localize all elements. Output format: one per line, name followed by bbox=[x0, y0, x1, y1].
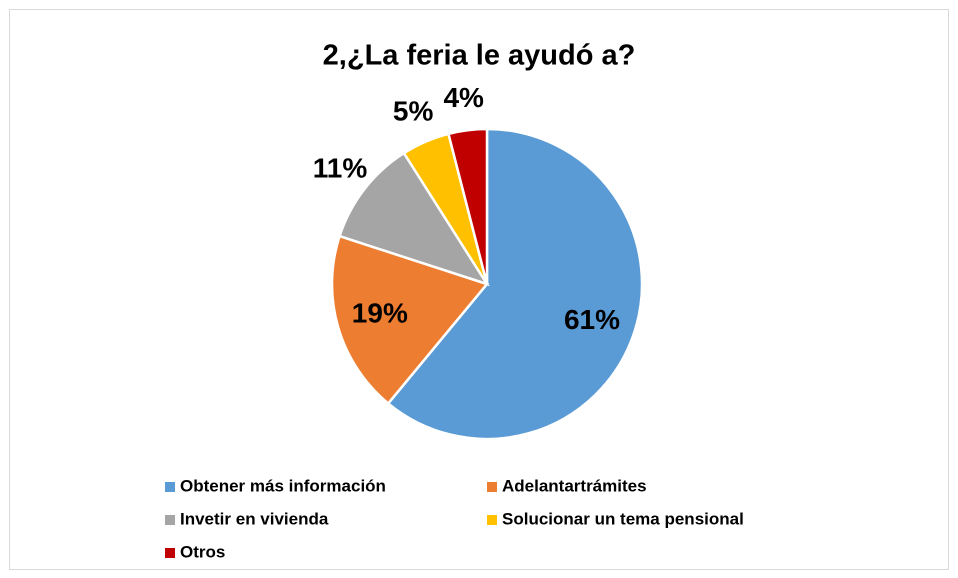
pie-slice bbox=[338, 151, 490, 287]
data-label: 11% bbox=[313, 152, 368, 183]
legend-swatch bbox=[165, 548, 175, 558]
legend-label: Adelantartrámites bbox=[502, 476, 647, 495]
data-label: 5% bbox=[393, 96, 434, 127]
data-label: 4% bbox=[443, 82, 484, 113]
legend-label: Obtener más información bbox=[180, 476, 386, 495]
data-label: 61% bbox=[564, 304, 620, 335]
pie-slice bbox=[446, 127, 489, 285]
pie-slice bbox=[330, 234, 490, 406]
legend-swatch bbox=[165, 515, 175, 525]
legend-swatch bbox=[487, 515, 497, 525]
chart-title: 2,¿La feria le ayudó a? bbox=[323, 40, 636, 72]
pie-slice bbox=[386, 127, 644, 441]
legend-swatch bbox=[165, 482, 175, 492]
legend-label: Otros bbox=[180, 542, 225, 561]
legend-label: Invetir en vivienda bbox=[180, 509, 329, 528]
legend-label: Solucionar un tema pensional bbox=[502, 509, 744, 528]
data-label: 19% bbox=[352, 298, 408, 329]
legend-swatch bbox=[487, 482, 497, 492]
